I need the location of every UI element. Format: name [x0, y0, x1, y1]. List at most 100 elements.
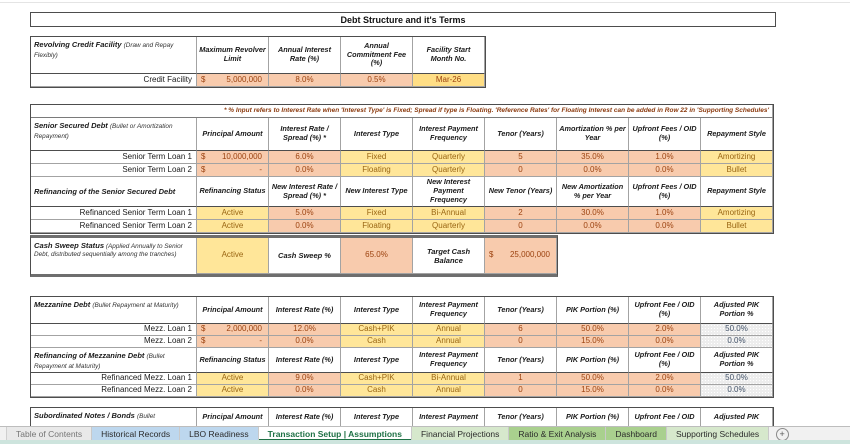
mezz-refi-type-cell[interactable]: Cash+PIK: [341, 373, 413, 385]
refi-header-amort: New Amortization % per Year: [557, 177, 629, 207]
refi-amort-cell[interactable]: 0.0%: [557, 220, 629, 233]
refi-type-cell[interactable]: Floating: [341, 220, 413, 233]
senior-principal-value: -: [259, 164, 262, 174]
new-sheet-button[interactable]: +: [769, 427, 795, 441]
mezz-refi-rate-cell[interactable]: 9.0%: [269, 373, 341, 385]
mezz-refi-type-cell[interactable]: Cash: [341, 385, 413, 397]
refi-amort-cell[interactable]: 30.0%: [557, 207, 629, 220]
mezz-tenor-cell[interactable]: 6: [485, 324, 557, 336]
senior-tenor-cell[interactable]: 0: [485, 164, 557, 177]
senior-tenor-cell[interactable]: 5: [485, 151, 557, 164]
sheet-tab-lbo-readiness[interactable]: LBO Readiness: [180, 427, 259, 441]
refi-upfront-cell[interactable]: 1.0%: [629, 207, 701, 220]
mezz-refi-rate-cell[interactable]: 0.0%: [269, 385, 341, 397]
senior-upfront-cell[interactable]: 1.0%: [629, 151, 701, 164]
refi-type-cell[interactable]: Fixed: [341, 207, 413, 220]
mezz-pik-cell[interactable]: 50.0%: [557, 324, 629, 336]
revolver-start-month-cell[interactable]: Mar-26: [413, 74, 485, 87]
refi-upfront-cell[interactable]: 0.0%: [629, 220, 701, 233]
revolver-section-note: (Draw and Repay Flexibly): [34, 42, 174, 59]
senior-upfront-cell[interactable]: 0.0%: [629, 164, 701, 177]
sheet-tab-bar: Table of Contents Historical Records LBO…: [0, 426, 850, 441]
senior-rate-cell[interactable]: 0.0%: [269, 164, 341, 177]
senior-type-cell[interactable]: Fixed: [341, 151, 413, 164]
sheet-tab-supporting-schedules[interactable]: Supporting Schedules: [666, 427, 770, 441]
refi-row-label: Refinanced Senior Term Loan 2: [31, 220, 197, 233]
mezz-principal-cell[interactable]: $ 2,000,000: [197, 324, 269, 336]
mezz-refi-adjpik-cell: 50.0%: [701, 373, 773, 385]
mezz-refi-pik-cell[interactable]: 15.0%: [557, 385, 629, 397]
mezz-type-cell[interactable]: Cash+PIK: [341, 324, 413, 336]
senior-type-cell[interactable]: Floating: [341, 164, 413, 177]
refi-style-cell[interactable]: Bullet: [701, 220, 773, 233]
refi-tenor-cell[interactable]: 2: [485, 207, 557, 220]
senior-freq-cell[interactable]: Quarterly: [413, 164, 485, 177]
mezz-refi-status-cell[interactable]: Active: [197, 373, 269, 385]
mezz-refi-tenor-cell[interactable]: 1: [485, 373, 557, 385]
revolver-rate-cell[interactable]: 8.0%: [269, 74, 341, 87]
mezz-header-tenor: Tenor (Years): [485, 297, 557, 324]
refi-rate-cell[interactable]: 5.0%: [269, 207, 341, 220]
refi-freq-cell[interactable]: Quarterly: [413, 220, 485, 233]
senior-style-cell[interactable]: Bullet: [701, 164, 773, 177]
senior-principal-cell[interactable]: $ -: [197, 164, 269, 177]
refi-status-cell[interactable]: Active: [197, 207, 269, 220]
target-cash-balance-cell[interactable]: $ 25,000,000: [485, 238, 557, 274]
mezz-upfront-cell[interactable]: 0.0%: [629, 336, 701, 348]
mezz-header-pik: PIK Portion (%): [557, 297, 629, 324]
refi-style-cell[interactable]: Amortizing: [701, 207, 773, 220]
mezz-header-type: Interest Type: [341, 297, 413, 324]
mezz-refi-section-label: Refinancing of Mezzanine Debt (Bullet Re…: [31, 348, 197, 373]
revolver-limit-cell[interactable]: $ 5,000,000: [197, 74, 269, 87]
senior-rate-cell[interactable]: 6.0%: [269, 151, 341, 164]
refi-rate-cell[interactable]: 0.0%: [269, 220, 341, 233]
sheet-tab-transaction-setup-active[interactable]: Transaction Setup | Assumptions: [258, 427, 412, 441]
mezz-upfront-cell[interactable]: 2.0%: [629, 324, 701, 336]
mezz-refi-status-cell[interactable]: Active: [197, 385, 269, 397]
sheet-tab-dashboard[interactable]: Dashboard: [606, 427, 667, 441]
cash-sweep-status-cell[interactable]: Active: [197, 238, 269, 274]
refi-tenor-cell[interactable]: 0: [485, 220, 557, 233]
senior-header-type: Interest Type: [341, 118, 413, 151]
mezz-tenor-cell[interactable]: 0: [485, 336, 557, 348]
mezz-rate-cell[interactable]: 12.0%: [269, 324, 341, 336]
sheet-tab-financial-projections[interactable]: Financial Projections: [411, 427, 510, 441]
mezz-header-adjpik: Adjusted PIK Portion %: [701, 297, 773, 324]
cash-sweep-block: Cash Sweep Status (Applied Annually to S…: [30, 235, 558, 277]
refi-status-cell[interactable]: Active: [197, 220, 269, 233]
cash-sweep-pct-cell[interactable]: 65.0%: [341, 238, 413, 274]
mezz-freq-cell[interactable]: Annual: [413, 324, 485, 336]
senior-row-label: Senior Term Loan 1: [31, 151, 197, 164]
sheet-tab-table-of-contents[interactable]: Table of Contents: [7, 427, 93, 441]
mezz-refi-pik-cell[interactable]: 50.0%: [557, 373, 629, 385]
mezzanine-debt-table: Mezzanine Debt (Bullet Repayment at Matu…: [30, 296, 774, 398]
mezz-rate-cell[interactable]: 0.0%: [269, 336, 341, 348]
mezz-refi-header-pik: PIK Portion (%): [557, 348, 629, 373]
sub-section-label: Subordinated Notes / Bonds (Bullet: [31, 408, 197, 428]
senior-amort-cell[interactable]: 35.0%: [557, 151, 629, 164]
sheet-tab-ratio-exit-analysis[interactable]: Ratio & Exit Analysis: [509, 427, 607, 441]
mezz-refi-upfront-cell[interactable]: 0.0%: [629, 385, 701, 397]
mezz-pik-cell[interactable]: 15.0%: [557, 336, 629, 348]
revolver-fee-cell[interactable]: 0.5%: [341, 74, 413, 87]
currency-symbol: $: [201, 336, 206, 346]
mezz-section-note: (Bullet Repayment at Maturity): [92, 302, 179, 309]
mezz-refi-adjpik-cell: 0.0%: [701, 385, 773, 397]
sheet-tab-historical-records[interactable]: Historical Records: [92, 427, 181, 441]
mezz-refi-header-status: Refinancing Status: [197, 348, 269, 373]
mezz-refi-freq-cell[interactable]: Bi-Annual: [413, 373, 485, 385]
mezz-type-cell[interactable]: Cash: [341, 336, 413, 348]
senior-principal-cell[interactable]: $ 10,000,000: [197, 151, 269, 164]
mezz-principal-cell[interactable]: $ -: [197, 336, 269, 348]
mezz-refi-freq-cell[interactable]: Annual: [413, 385, 485, 397]
mezz-freq-cell[interactable]: Annual: [413, 336, 485, 348]
senior-amort-cell[interactable]: 0.0%: [557, 164, 629, 177]
revolver-header-rate: Annual Interest Rate (%): [269, 37, 341, 74]
senior-freq-cell[interactable]: Quarterly: [413, 151, 485, 164]
refi-freq-cell[interactable]: Bi-Annual: [413, 207, 485, 220]
mezz-refi-tenor-cell[interactable]: 0: [485, 385, 557, 397]
mezz-refi-upfront-cell[interactable]: 2.0%: [629, 373, 701, 385]
senior-section-note: (Bullet or Amortization Repayment): [34, 123, 173, 140]
senior-style-cell[interactable]: Amortizing: [701, 151, 773, 164]
revolver-section-title: Revolving Credit Facility: [34, 40, 122, 49]
